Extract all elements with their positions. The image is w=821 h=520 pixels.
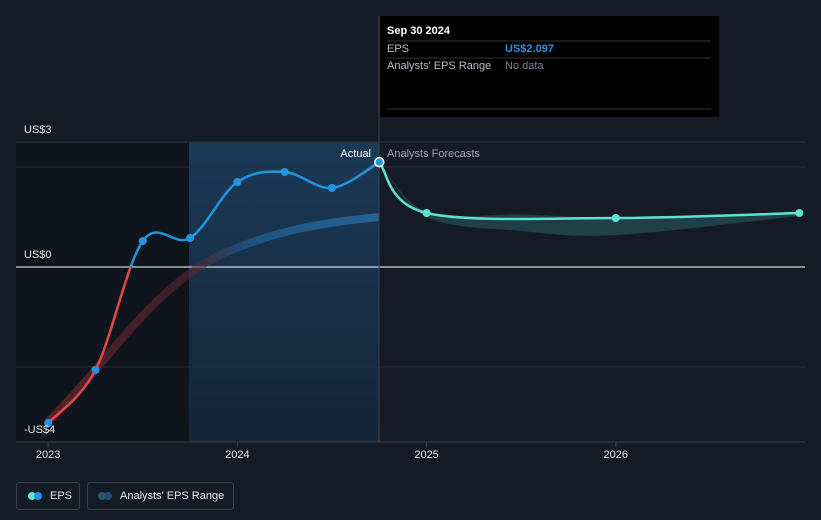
x-tick-label: 2023 xyxy=(36,449,60,461)
tooltip-value: US$2.097 xyxy=(505,43,554,55)
forecast-line xyxy=(378,161,800,221)
eps-line xyxy=(129,161,380,267)
past-shade xyxy=(16,142,189,442)
eps-point xyxy=(44,419,53,427)
tooltip-value: No data xyxy=(505,60,544,72)
legend-item-box[interactable] xyxy=(16,482,80,510)
x-tick-label: 2026 xyxy=(604,449,628,461)
forecast-label: Analysts Forecasts xyxy=(387,148,480,160)
plot xyxy=(44,156,804,427)
y-tick-label: US$0 xyxy=(24,249,52,261)
tooltip-label: Analysts' EPS Range xyxy=(387,60,491,72)
legend-label: Analysts' EPS Range xyxy=(120,490,224,502)
tooltip-label: EPS xyxy=(387,43,409,55)
legend-icon xyxy=(98,492,106,500)
legend-icon xyxy=(28,492,36,500)
legend: EPS Analysts' EPS Range xyxy=(16,482,234,510)
eps-point xyxy=(327,184,336,192)
forecast-point xyxy=(611,214,620,222)
forecast-point xyxy=(795,209,804,217)
tooltip-date: Sep 30 2024 xyxy=(387,25,451,37)
eps-point xyxy=(280,168,289,176)
eps-point xyxy=(233,178,242,186)
forecast-point xyxy=(422,209,431,217)
range-area xyxy=(379,162,800,236)
eps-line-negative xyxy=(47,267,132,424)
legend-label: EPS xyxy=(50,490,72,502)
highlight-shade xyxy=(189,142,379,442)
y-range-label: US$3 xyxy=(24,124,52,136)
tooltip-box xyxy=(380,16,719,117)
actual-label: Actual xyxy=(340,148,371,160)
y-range-label: -US$4 xyxy=(24,424,55,436)
x-tick-label: 2024 xyxy=(225,449,249,461)
eps-point xyxy=(186,234,195,242)
legend-icon xyxy=(104,492,112,500)
eps-point xyxy=(91,366,100,374)
eps-point xyxy=(138,237,147,245)
tooltip: Sep 30 2024 EPS US$2.097 Analysts' EPS R… xyxy=(380,16,719,117)
x-tick-label: 2025 xyxy=(414,449,438,461)
grid xyxy=(16,141,805,447)
legend-icon xyxy=(34,492,42,500)
eps-point xyxy=(374,156,385,168)
legend-item-box[interactable] xyxy=(87,482,234,510)
